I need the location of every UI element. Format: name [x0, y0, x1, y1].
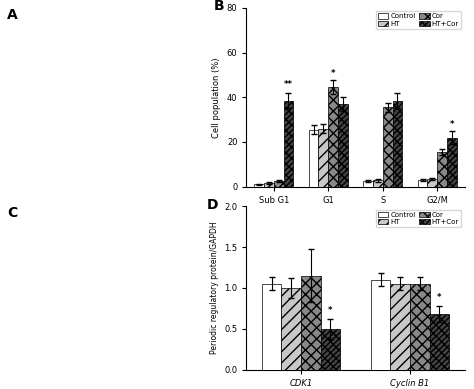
Text: A: A [7, 8, 18, 22]
Legend: Control, HT, Cor, HT+Cor: Control, HT, Cor, HT+Cor [376, 11, 461, 29]
Y-axis label: Periodic regulatory protein/GAPDH: Periodic regulatory protein/GAPDH [210, 222, 219, 354]
Y-axis label: Cell population (%): Cell population (%) [212, 57, 221, 137]
Bar [301, 276, 320, 370]
Text: *: * [328, 306, 333, 315]
Bar [418, 180, 428, 187]
Bar [429, 314, 449, 370]
Bar [373, 180, 383, 187]
Bar [328, 87, 338, 187]
Bar [437, 152, 447, 187]
Bar [371, 280, 391, 370]
Text: *: * [450, 119, 454, 129]
Bar [447, 138, 457, 187]
Bar [254, 184, 264, 187]
Bar [338, 104, 348, 187]
Bar [392, 101, 402, 187]
Bar [282, 288, 301, 370]
Bar [363, 181, 373, 187]
Text: C: C [7, 206, 17, 220]
Text: *: * [437, 293, 442, 302]
Bar [391, 284, 410, 370]
Bar [383, 107, 392, 187]
Bar [264, 183, 274, 187]
Text: *: * [331, 69, 336, 78]
Text: D: D [207, 198, 219, 212]
Bar [274, 181, 283, 187]
Legend: Control, HT, Cor, HT+Cor: Control, HT, Cor, HT+Cor [376, 210, 461, 227]
Bar [283, 101, 293, 187]
Bar [410, 284, 429, 370]
Text: **: ** [284, 81, 293, 89]
Bar [309, 130, 319, 187]
Text: B: B [214, 0, 224, 13]
Bar [319, 129, 328, 187]
Bar [428, 179, 437, 187]
Bar [262, 284, 282, 370]
Bar [320, 329, 340, 370]
